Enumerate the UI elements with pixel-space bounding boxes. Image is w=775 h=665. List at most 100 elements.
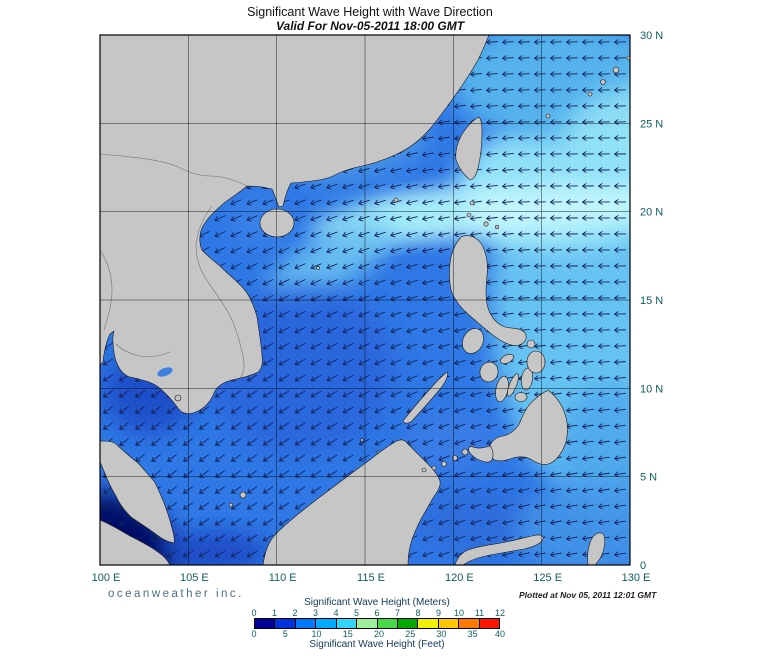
wave-direction-arrow (294, 263, 306, 270)
wave-direction-arrow (374, 279, 386, 286)
legend-feet-tick: 15 (342, 629, 353, 639)
wave-direction-arrow (374, 391, 386, 398)
wave-direction-arrow (294, 454, 306, 462)
wave-direction-arrow (278, 422, 290, 430)
wave-direction-arrow (119, 422, 129, 430)
wave-direction-arrow (342, 438, 354, 446)
wave-direction-arrow (582, 423, 594, 430)
wave-direction-arrow (438, 519, 450, 526)
wave-direction-arrow (550, 359, 562, 366)
wave-direction-arrow (246, 199, 258, 206)
wave-direction-arrow (470, 183, 482, 190)
island-babuyan-2 (494, 224, 500, 230)
legend-color-segment (418, 619, 439, 628)
wave-direction-arrow (422, 151, 434, 158)
legend-meters-tick: 3 (312, 608, 319, 618)
island-sulu-1 (461, 448, 469, 456)
wave-direction-arrow (230, 406, 242, 414)
wave-direction-arrow (183, 438, 193, 446)
wave-direction-arrow (167, 454, 177, 462)
wave-direction-arrow (215, 486, 225, 494)
wave-direction-arrow (358, 327, 370, 334)
wave-direction-arrow (326, 390, 338, 398)
wave-direction-arrow (598, 231, 610, 237)
wave-direction-arrow (262, 279, 274, 286)
wave-direction-arrow (119, 518, 129, 526)
wave-direction-arrow (454, 119, 466, 126)
lon-axis-label: 120 E (445, 572, 474, 584)
wave-direction-arrow (390, 279, 402, 286)
wave-direction-arrow (231, 454, 241, 462)
wave-direction-arrow (518, 71, 530, 77)
wave-direction-arrow (310, 231, 322, 238)
wave-direction-arrow (119, 438, 129, 446)
wave-direction-arrow (422, 407, 434, 414)
wave-direction-arrow (534, 39, 546, 45)
wave-direction-arrow (502, 231, 514, 238)
wave-direction-arrow (422, 519, 434, 526)
wave-direction-arrow (486, 199, 498, 206)
wave-direction-arrow (438, 247, 450, 254)
wave-direction-arrow (550, 135, 562, 141)
wave-direction-arrow (278, 390, 290, 398)
wave-direction-arrow (422, 215, 434, 222)
wave-direction-arrow (454, 183, 466, 190)
wave-direction-arrow (278, 310, 290, 318)
wave-direction-arrow (534, 167, 546, 173)
wave-direction-arrow (262, 502, 274, 510)
lat-axis-label: 25 N (640, 118, 663, 130)
island-sulawesi (454, 534, 544, 565)
wave-direction-arrow (358, 167, 370, 174)
wave-direction-arrow (151, 422, 161, 430)
wave-direction-arrow (438, 263, 450, 270)
wave-direction-arrow (246, 550, 258, 558)
wave-direction-arrow (294, 199, 306, 206)
wave-direction-arrow (598, 279, 610, 285)
wave-direction-arrow (566, 375, 578, 382)
wave-direction-arrow (294, 311, 306, 318)
wave-direction-arrow (358, 390, 370, 398)
wave-direction-arrow (582, 407, 594, 414)
wave-direction-arrow (406, 375, 418, 382)
ocean-color-patch (266, 221, 394, 303)
wave-direction-arrow (566, 183, 578, 189)
lon-axis-label: 100 E (92, 572, 121, 584)
legend-feet-tick: 20 (373, 629, 384, 639)
wave-direction-arrow (582, 327, 594, 333)
wave-direction-arrow (518, 215, 530, 221)
wave-direction-arrow (614, 503, 626, 510)
wave-direction-arrow (566, 455, 578, 462)
wave-direction-arrow (566, 103, 578, 109)
border-thailand-myanmar (100, 249, 113, 331)
landmass-borneo (262, 439, 441, 565)
wave-direction-arrow (582, 455, 594, 462)
wave-direction-arrow (502, 151, 514, 158)
island-miyako (545, 113, 551, 119)
wave-direction-arrow (358, 343, 370, 350)
wave-direction-arrow (566, 199, 578, 205)
wave-direction-arrow (310, 342, 322, 350)
wave-direction-arrow (582, 247, 594, 253)
wave-direction-arrow (550, 103, 562, 109)
wave-direction-arrow (534, 551, 546, 558)
wave-direction-arrow (502, 247, 514, 254)
island-taiwan (455, 116, 483, 180)
wave-direction-arrow (566, 311, 578, 317)
wave-direction-arrow (566, 55, 578, 61)
landmass-malay-peninsula (100, 440, 175, 544)
wave-direction-arrow (502, 39, 514, 45)
wave-direction-arrow (454, 103, 466, 110)
wave-direction-arrow (167, 486, 177, 494)
wave-direction-arrow (310, 406, 322, 414)
wave-direction-arrow (454, 503, 466, 510)
wave-direction-arrow (278, 247, 290, 254)
landmass-sumatra (100, 519, 171, 565)
wave-direction-arrow (199, 422, 209, 430)
wave-direction-arrow (566, 231, 578, 237)
legend-feet-title: Significant Wave Height (Feet) (309, 639, 445, 650)
wave-direction-arrow (486, 487, 498, 494)
wave-direction-arrow (614, 327, 626, 333)
wave-direction-arrow (550, 71, 562, 77)
wave-direction-arrow (614, 423, 626, 430)
